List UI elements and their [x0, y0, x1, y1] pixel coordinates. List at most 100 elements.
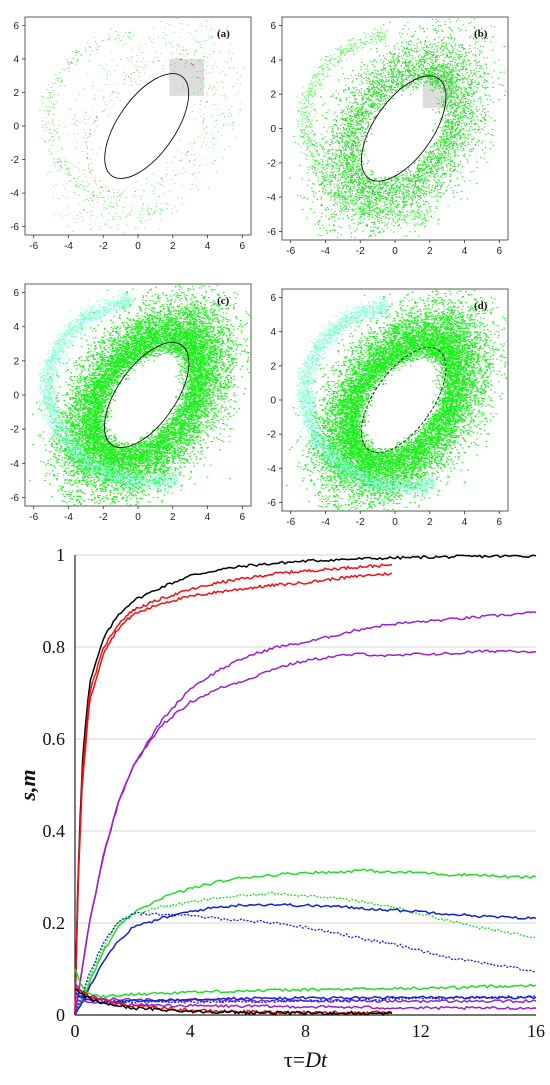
x-tick-label: 8: [301, 1021, 310, 1041]
series-line: [74, 868, 537, 1016]
y-tick-label: 6: [270, 21, 276, 32]
series-line: [74, 999, 537, 1011]
x-tick-label: 4: [186, 1021, 195, 1041]
y-tick-label: 2: [13, 356, 19, 367]
series-line: [74, 968, 537, 999]
x-tick-label: 6: [497, 517, 503, 528]
x-tick-label: 4: [462, 246, 468, 257]
x-tick-label: 0: [135, 512, 141, 523]
y-tick-label: 2: [270, 361, 276, 372]
scatter-arm: [295, 25, 436, 227]
x-tick-label: 6: [240, 512, 246, 523]
y-tick-label: 0: [56, 1005, 65, 1025]
x-tick-label: 4: [462, 517, 468, 528]
y-tick-label: -2: [10, 425, 19, 436]
scatter-arm: [291, 295, 437, 501]
x-tick-label: -6: [29, 241, 38, 252]
scatter-points: [286, 289, 508, 511]
x-tick-label: -4: [321, 246, 330, 257]
x-tick-label: -6: [286, 517, 295, 528]
x-tick-label: 2: [427, 517, 433, 528]
scatter-panel-3: (c) -6 -4 -2 0 2 4 6 6 4 2 0 -2 -4 -6: [10, 283, 252, 523]
scatter-points: [289, 17, 508, 240]
y-tick-label: 6: [13, 21, 19, 32]
x-tick-label: 4: [205, 241, 211, 252]
x-tick-label: -2: [99, 512, 108, 523]
x-axis-title: τ=Dt: [284, 1047, 328, 1072]
y-tick-label: 0: [13, 391, 19, 402]
scatter-points-red: [86, 58, 208, 194]
x-tick-label: 2: [170, 512, 176, 523]
series-line: [74, 995, 537, 1005]
line-chart: 0 0.2 0.4 0.6 0.8 1 0 4 8 12 16 s,m τ=Dt: [15, 545, 545, 1072]
x-tick-label: 0: [392, 517, 398, 528]
y-tick-label: 6: [270, 293, 276, 304]
x-tick-label: -4: [64, 241, 73, 252]
y-tick-label: 4: [13, 54, 19, 65]
scatter-points: [39, 17, 245, 235]
scatter-panel-2: (b) -6 -4 -2 0 2 4 6 6 4 2 0 -2 -4 -6: [267, 16, 509, 257]
x-tick-label: 6: [497, 246, 503, 257]
y-tick-label: -4: [267, 464, 276, 475]
x-tick-label: -2: [99, 241, 108, 252]
series-line: [74, 903, 537, 1016]
x-tick-label: 16: [527, 1021, 545, 1041]
scatter-panels: (a) -6 -4 -2 0 2 4 6 6 4 2 0 -2 -4 -6 (b) -6 -4 -2 0 2 4 6 6 4 2 0…: [10, 16, 509, 528]
series-line: [74, 891, 537, 1016]
y-tick-label: 2: [270, 90, 276, 101]
x-tick-label: -4: [321, 517, 330, 528]
x-tick-label: -6: [29, 512, 38, 523]
y-tick-label: -2: [267, 158, 276, 169]
scatter-cloud: [47, 17, 245, 235]
y-tick-label: -4: [10, 459, 19, 470]
y-tick-label: 0: [270, 124, 276, 135]
mean-ellipse: [360, 75, 447, 182]
series-line: [74, 554, 537, 1016]
series-line: [74, 911, 537, 1016]
panel-label: (d): [474, 300, 488, 312]
y-tick-label: -6: [10, 493, 19, 504]
y-tick-label: 0: [270, 396, 276, 407]
y-tick-label: -6: [267, 498, 276, 509]
mean-ellipse: [104, 73, 190, 179]
x-tick-label: 2: [170, 241, 176, 252]
y-tick-label: 4: [270, 327, 276, 338]
scatter-panel-1: (a) -6 -4 -2 0 2 4 6 6 4 2 0 -2 -4 -6: [10, 16, 252, 252]
x-tick-label: 0: [71, 1021, 80, 1041]
y-axis-title: s,m: [15, 769, 40, 801]
x-tick-label: -2: [356, 246, 365, 257]
x-tick-label: -4: [64, 512, 73, 523]
mean-ellipse: [104, 341, 190, 449]
scatter-cloud: [289, 17, 508, 240]
y-tick-label: 4: [13, 322, 19, 333]
x-tick-label: 4: [205, 512, 211, 523]
x-tick-label: 0: [135, 241, 141, 252]
y-tick-label: 0.8: [43, 637, 66, 657]
series-line: [74, 988, 393, 1016]
y-tick-label: 0.4: [43, 821, 66, 841]
x-tick-label: 12: [412, 1021, 430, 1041]
y-tick-label: 4: [270, 55, 276, 66]
x-tick-label: 0: [392, 246, 398, 257]
scatter-arm: [39, 28, 178, 222]
y-tick-label: -2: [267, 430, 276, 441]
scatter-panel-4: (d) -6 -4 -2 0 2 4 6 6 4 2 0 -2 -4 -6: [267, 288, 509, 528]
panel-label: (c): [217, 295, 230, 307]
series-line: [74, 563, 393, 1016]
y-tick-label: 1: [56, 545, 65, 565]
x-tick-label: 6: [240, 241, 246, 252]
y-tick-label: -4: [10, 189, 19, 200]
y-tick-label: -2: [10, 155, 19, 166]
panel-label: (b): [474, 28, 488, 40]
y-tick-label: 0.2: [43, 913, 66, 933]
mean-ellipse: [361, 346, 447, 454]
x-tick-label: -2: [356, 517, 365, 528]
x-tick-label: 2: [427, 246, 433, 257]
y-tick-label: -6: [267, 227, 276, 238]
y-tick-label: 0.6: [43, 729, 66, 749]
panel-label: (a): [217, 28, 230, 40]
x-axis-title-italic: Dt: [304, 1047, 328, 1072]
x-axis-title-main: τ=: [284, 1047, 305, 1072]
series-line: [74, 571, 393, 1016]
y-tick-label: 6: [13, 288, 19, 299]
